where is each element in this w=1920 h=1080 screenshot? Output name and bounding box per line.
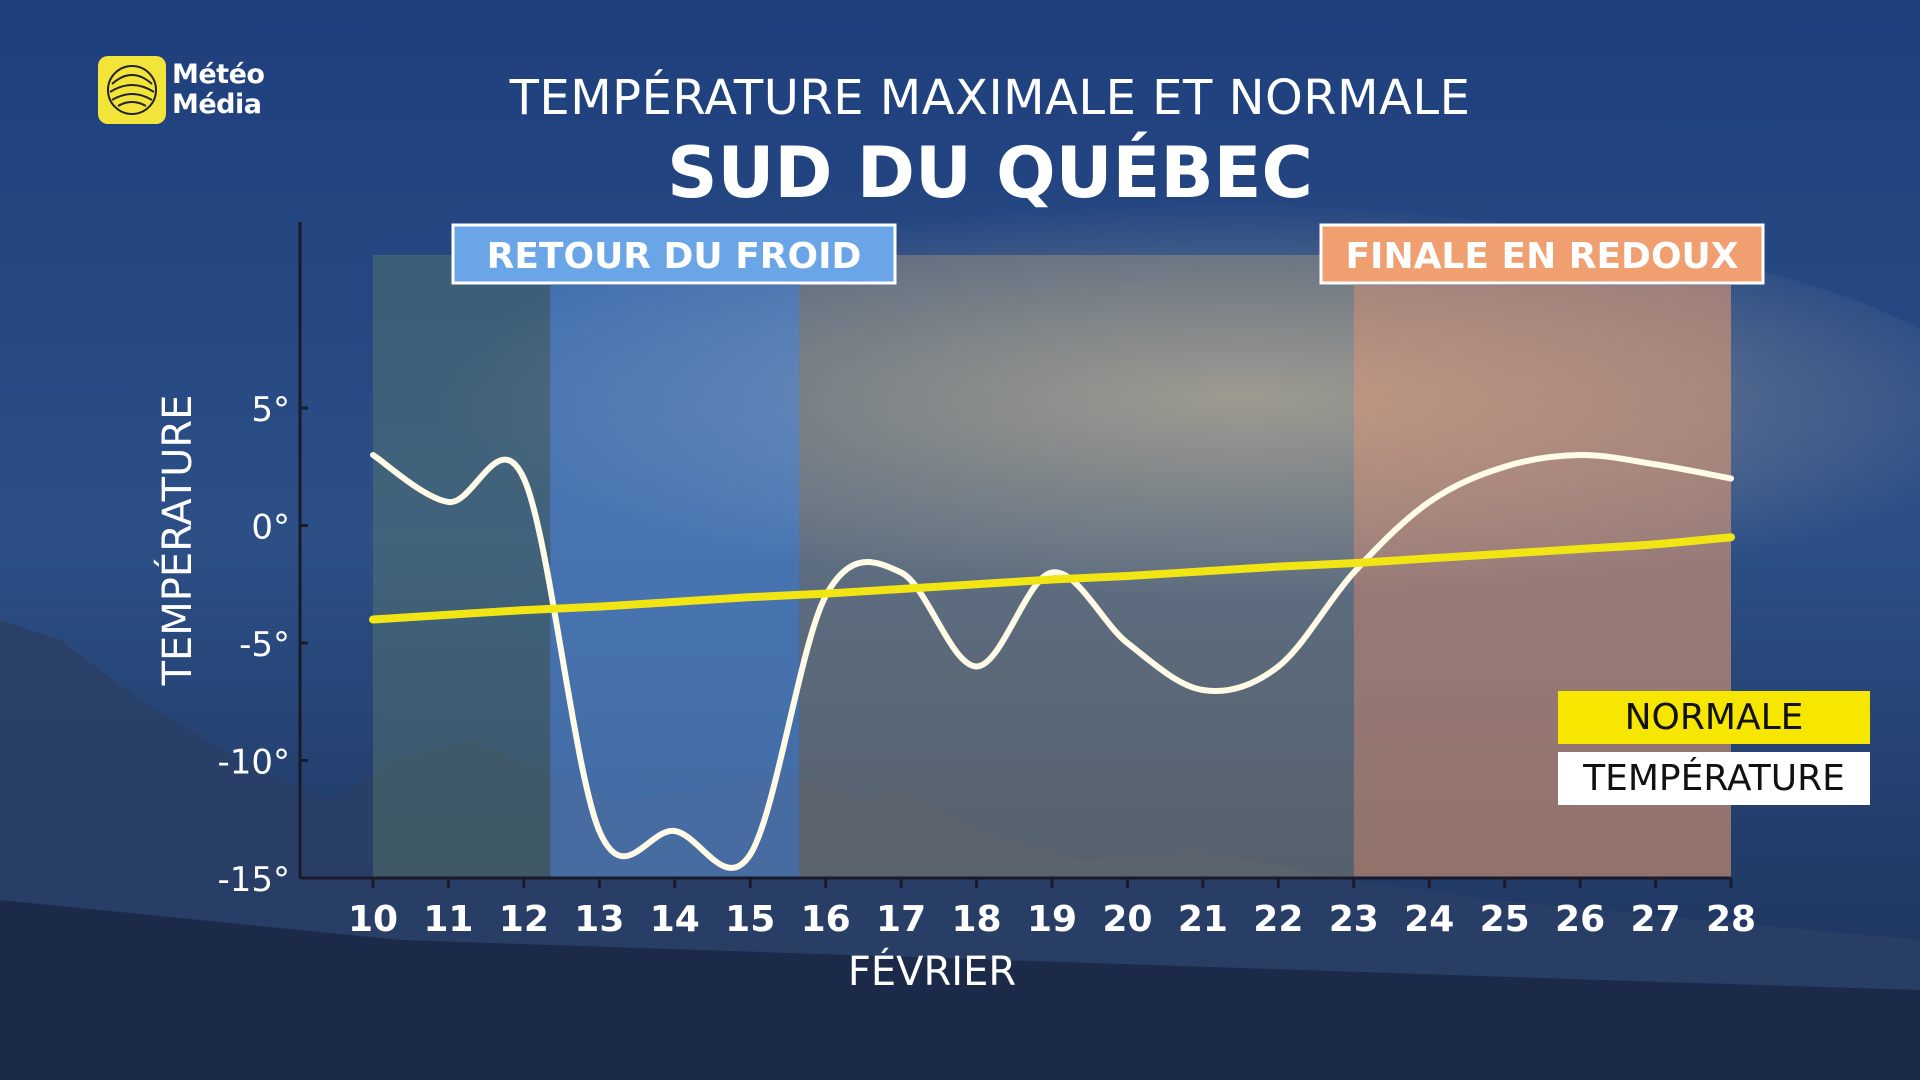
y-tick-label: -5° [239, 625, 290, 665]
x-tick-label: 14 [650, 899, 700, 940]
annotation-label-box [451, 223, 897, 285]
x-tick-label: 22 [1253, 899, 1303, 940]
annotation-label-box [1319, 223, 1765, 285]
x-tick-label: 20 [1102, 899, 1152, 940]
y-tick-label: -15° [217, 860, 290, 900]
x-tick-label: 27 [1631, 899, 1681, 940]
x-tick-label: 24 [1404, 899, 1454, 940]
x-tick-label: 15 [725, 899, 775, 940]
y-tick-label: 5° [251, 390, 290, 430]
x-tick-label: 10 [348, 899, 398, 940]
y-tick-label: -10° [217, 743, 290, 783]
x-tick-label: 13 [574, 899, 624, 940]
x-tick-label: 23 [1329, 899, 1379, 940]
x-tick-label: 21 [1178, 899, 1228, 940]
x-tick-label: 16 [801, 899, 851, 940]
x-tick-label: 19 [1027, 899, 1077, 940]
legend-normale: NORMALE [1558, 691, 1870, 744]
globe-icon [98, 56, 166, 124]
x-tick-label: 18 [952, 899, 1002, 940]
y-axis-label: TEMPÉRATURE [153, 395, 201, 687]
annotation-label: RETOUR DU FROID [487, 236, 862, 277]
chart-subtitle: SUD DU QUÉBEC [667, 132, 1313, 214]
x-tick-label: 25 [1480, 899, 1530, 940]
x-tick-label: 11 [423, 899, 473, 940]
legend-normale-label: NORMALE [1624, 697, 1804, 738]
chart-title: TEMPÉRATURE MAXIMALE ET NORMALE [509, 70, 1471, 126]
plot-region-shade [373, 255, 551, 878]
x-axis-label: FÉVRIER [848, 947, 1016, 995]
legend-temperature-label: TEMPÉRATURE [1583, 758, 1845, 799]
y-tick-label: 0° [251, 508, 290, 548]
legend-temperature: TEMPÉRATURE [1558, 752, 1870, 805]
annotation-label: FINALE EN REDOUX [1345, 236, 1738, 277]
annotation-band [550, 285, 800, 878]
logo-line1: Météo [172, 59, 265, 90]
x-tick-label: 28 [1706, 899, 1756, 940]
x-tick-label: 26 [1555, 899, 1605, 940]
x-tick-label: 17 [876, 899, 926, 940]
meteomedia-logo: Météo Média [98, 56, 278, 126]
logo-line2: Média [172, 89, 262, 120]
x-tick-label: 12 [499, 899, 549, 940]
